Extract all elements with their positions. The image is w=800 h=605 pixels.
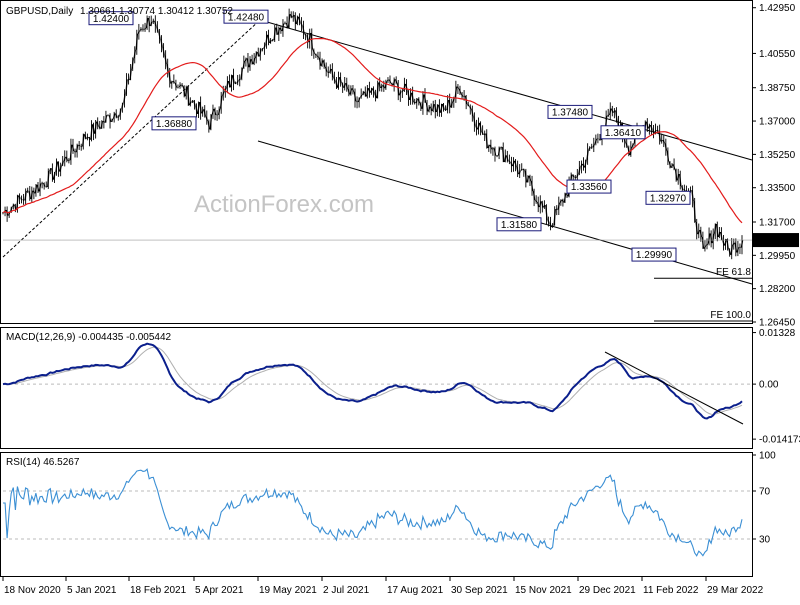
- price-axis: 1.42950 1.40550 1.38750 1.37000 1.35250 1.335…: [752, 3, 796, 328]
- annotation-label: 1.31580: [501, 220, 538, 231]
- candle-body: [144, 28, 145, 29]
- price-tick-label: 1.28200: [759, 284, 796, 295]
- candle-body: [661, 140, 662, 141]
- candle-body: [192, 101, 193, 102]
- x-tick-label: 29 Mar 2022: [707, 585, 764, 596]
- x-tick-label: 5 Apr 2021: [195, 585, 244, 596]
- rsi-panel: 100 70 30: [3, 451, 776, 556]
- candle-body: [239, 79, 240, 80]
- rsi-header: RSI(14) 46.5267: [6, 457, 80, 468]
- candle-body: [153, 21, 154, 22]
- price-header: GBPUSD,Daily 1.30661 1.30774 1.30412 1.3…: [6, 6, 233, 17]
- candle-body: [556, 209, 557, 210]
- price-tick-label: 1.40550: [759, 49, 796, 60]
- candle-body: [484, 134, 485, 135]
- x-tick-label: 2 Jul 2021: [323, 585, 370, 596]
- price-tick-label: 1.26450: [759, 318, 796, 329]
- x-tick-label: 30 Sep 2021: [451, 585, 508, 596]
- price-tick-label: 1.35250: [759, 150, 796, 161]
- price-tick-label: 1.31700: [759, 218, 796, 229]
- fib-level-label: FE 61.8: [716, 267, 751, 278]
- rsi-tick-label: 70: [759, 487, 771, 498]
- price-tick-label: 1.29950: [759, 251, 796, 262]
- candle-body: [328, 72, 329, 73]
- candle-body: [142, 29, 143, 30]
- watermark: ActionForex.com: [194, 191, 374, 218]
- candle-body: [509, 161, 510, 162]
- rising-support-line: [3, 20, 260, 257]
- annotation-label: 1.37480: [552, 108, 589, 119]
- candle-body: [177, 87, 178, 88]
- candle-body: [356, 101, 357, 102]
- x-tick-label: 5 Jan 2021: [67, 585, 117, 596]
- rsi-tick-label: 30: [759, 535, 771, 546]
- fib-levels: FE 61.8 FE 100.0: [654, 267, 752, 321]
- candle-body: [414, 102, 415, 103]
- macd-panel: 0.01328 0.00 -0.014173: [3, 328, 800, 446]
- x-tick-label: 18 Feb 2021: [130, 585, 187, 596]
- candle-body: [492, 148, 493, 149]
- fib-level-label: FE 100.0: [710, 310, 751, 321]
- annotation-label: 1.36880: [156, 119, 193, 130]
- annotation-label: 1.29990: [636, 250, 673, 261]
- price-tick-label: 1.37000: [759, 117, 796, 128]
- candle-body: [79, 145, 80, 146]
- annotation-label: 1.33560: [571, 182, 608, 193]
- price-tick-label: 1.42950: [759, 3, 796, 14]
- candle-body: [575, 177, 576, 178]
- macd-trendline: [605, 352, 743, 424]
- x-tick-label: 11 Feb 2022: [643, 585, 699, 596]
- candle-body: [74, 151, 75, 152]
- candle-body: [21, 199, 22, 200]
- last-price-label: 1.30752: [758, 236, 795, 247]
- candle-body: [68, 160, 69, 161]
- annotation-label: 1.36410: [605, 128, 642, 139]
- candle-body: [81, 146, 82, 147]
- price-tick-label: 1.38750: [759, 83, 796, 94]
- macd-tick-label: -0.014173: [759, 435, 800, 446]
- candle-body: [464, 96, 465, 97]
- macd-tick-label: 0.00: [759, 380, 779, 391]
- x-tick-label: 15 Nov 2021: [515, 585, 572, 596]
- candle-body: [608, 115, 609, 116]
- rsi-line: [3, 469, 742, 556]
- rsi-tick-label: 100: [759, 451, 776, 462]
- x-tick-label: 18 Nov 2020: [4, 585, 61, 596]
- rsi-panel-frame: [1, 453, 753, 577]
- candle-body: [657, 130, 658, 131]
- annotation-label: 1.32970: [650, 193, 687, 204]
- macd-signal-line: [3, 347, 742, 414]
- price-tick-label: 1.33500: [759, 183, 796, 194]
- price-panel-frame: [1, 1, 753, 324]
- annotation-label: 1.42480: [228, 12, 265, 23]
- macd-tick-label: 0.01328: [759, 328, 796, 339]
- candle-body: [128, 79, 129, 80]
- candle-body: [599, 139, 600, 140]
- trend-channel: [3, 20, 752, 284]
- last-price-marker: 1.30752: [3, 233, 799, 247]
- x-tick-label: 19 May 2021: [259, 585, 317, 596]
- macd-panel-frame: [1, 328, 753, 449]
- candle-body: [305, 34, 306, 35]
- x-tick-label: 29 Dec 2021: [579, 585, 636, 596]
- x-axis: 18 Nov 2020 5 Jan 2021 18 Feb 2021 5 Apr 20…: [3, 577, 764, 596]
- macd-header: MACD(12,26,9) -0.004435 -0.005442: [6, 332, 172, 343]
- x-tick-label: 17 Aug 2021: [387, 585, 444, 596]
- candle-body: [118, 117, 119, 118]
- macd-line: [3, 344, 742, 419]
- candle-body: [284, 23, 285, 24]
